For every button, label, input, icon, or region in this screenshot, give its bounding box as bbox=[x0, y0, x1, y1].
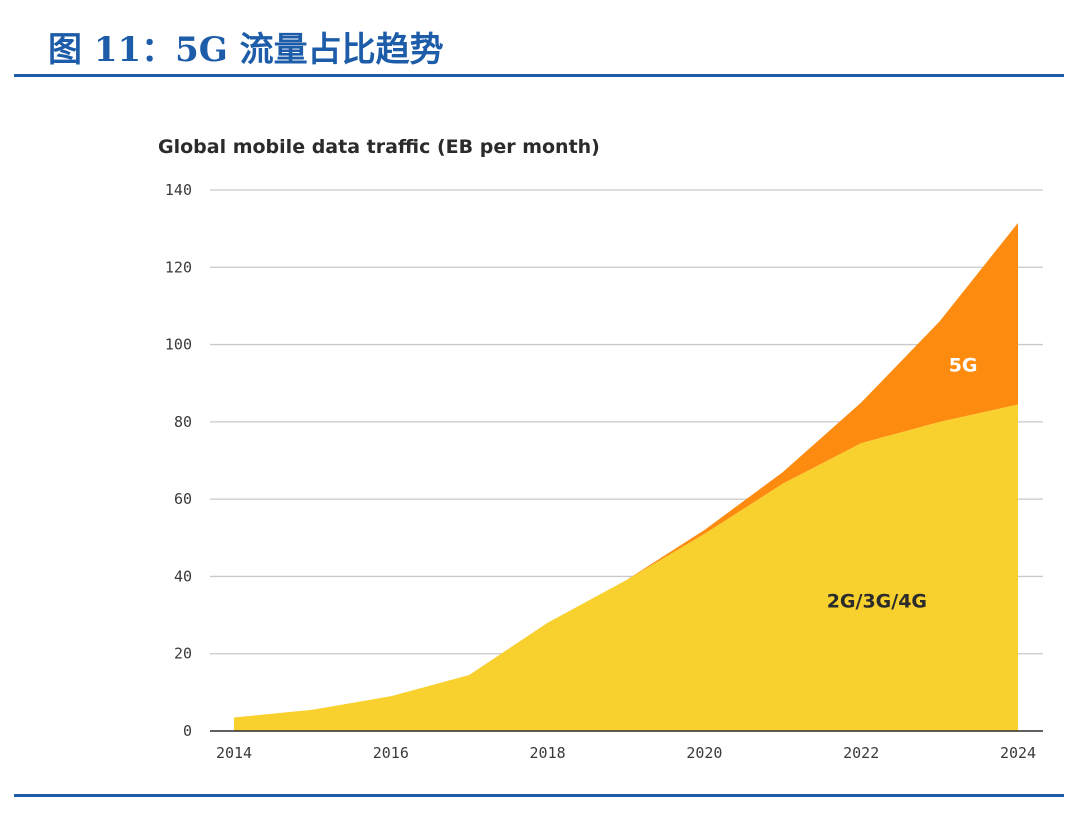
y-tick-label-40: 40 bbox=[174, 567, 192, 585]
y-tick-label-120: 120 bbox=[165, 258, 192, 276]
y-tick-label-140: 140 bbox=[165, 181, 192, 199]
area-series bbox=[234, 222, 1018, 731]
x-tick-label-2014: 2014 bbox=[216, 744, 252, 762]
y-tick-label-0: 0 bbox=[183, 722, 192, 740]
area-series-2g-3g-4g bbox=[234, 404, 1018, 731]
y-tick-label-80: 80 bbox=[174, 413, 192, 431]
y-tick-label-60: 60 bbox=[174, 490, 192, 508]
y-tick-label-20: 20 bbox=[174, 645, 192, 663]
axes: 0 20 40 60 80 100 120 140 2014 2016 2018 2020 2022 20… bbox=[165, 181, 1043, 762]
x-tick-label-2024: 2024 bbox=[1000, 744, 1036, 762]
series-labels: 5G 2G/3G/4G bbox=[827, 355, 978, 613]
bottom-divider bbox=[14, 794, 1064, 797]
figure-title: 图 11：5G 流量占比趋势 bbox=[48, 30, 444, 70]
x-tick-label-2022: 2022 bbox=[843, 744, 879, 762]
chart-title: Global mobile data traffic (EB per month… bbox=[158, 136, 600, 158]
x-tick-label-2018: 2018 bbox=[530, 744, 566, 762]
top-divider bbox=[14, 74, 1064, 77]
x-tick-label-2016: 2016 bbox=[373, 744, 409, 762]
series-label-5g: 5G bbox=[949, 355, 978, 377]
y-tick-label-100: 100 bbox=[165, 336, 192, 354]
x-tick-label-2020: 2020 bbox=[686, 744, 722, 762]
series-label-2g-3g-4g: 2G/3G/4G bbox=[827, 590, 927, 612]
